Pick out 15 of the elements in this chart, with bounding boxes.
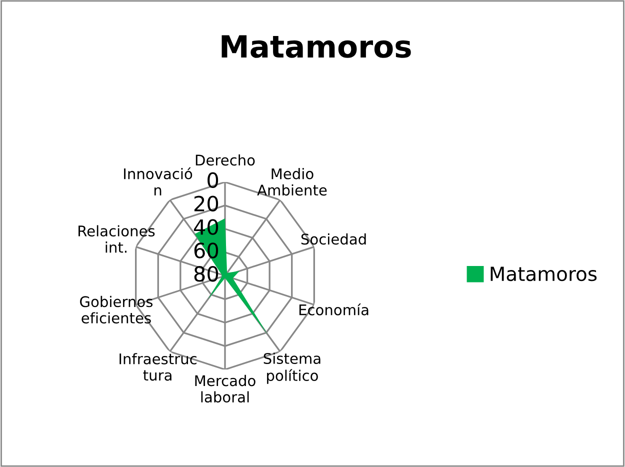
spoke-label: Derecho xyxy=(196,154,255,166)
spoke-label: Medio Ambiente xyxy=(257,168,327,196)
spoke-label: Economía xyxy=(299,303,368,316)
y-tick-label: 20 xyxy=(194,196,218,212)
chart-title: Matamoros xyxy=(222,35,411,58)
y-tick-label: 80 xyxy=(194,266,218,282)
spoke-label: Innovació n xyxy=(124,167,192,196)
spoke-label: Mercado laboral xyxy=(195,374,256,403)
spoke-label: Infraestruc tura xyxy=(120,353,196,381)
spoke-label: Relaciones int. xyxy=(78,225,155,253)
y-tick-label: 0 xyxy=(208,172,218,188)
spoke-label: Gobiernos eficientes xyxy=(80,296,153,324)
spoke-label: Sociedad xyxy=(301,233,366,245)
spoke-label: Sistema político xyxy=(264,352,320,384)
legend-label: Matamoros xyxy=(490,266,597,282)
